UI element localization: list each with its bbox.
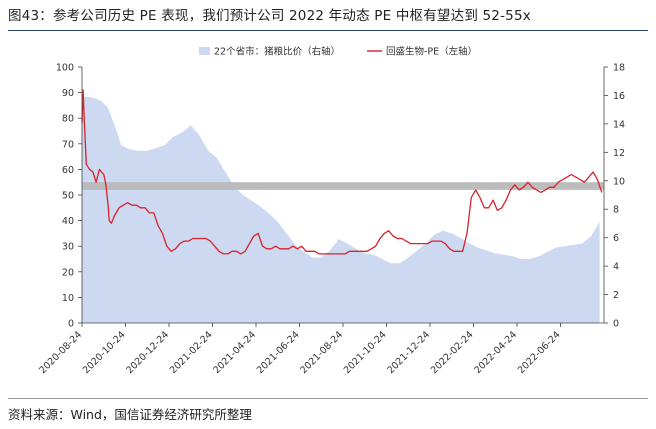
y-left-tick-label: 0 (68, 319, 74, 330)
source-note: 资料来源：Wind，国信证券经济研究所整理 (8, 407, 252, 422)
y-right-tick-label: 4 (613, 262, 619, 273)
y-left-tick-label: 10 (62, 293, 74, 304)
y-left-tick-label: 70 (62, 139, 74, 150)
x-tick-label: 2022-06-24 (516, 329, 563, 376)
y-left-tick-label: 50 (62, 191, 74, 202)
x-tick-label: 2020-10-24 (81, 329, 128, 376)
x-tick-label: 2020-08-24 (37, 329, 84, 376)
figure-title: 图43：参考公司历史 PE 表现，我们预计公司 2022 年动态 PE 中枢有望… (8, 8, 531, 24)
x-tick-label: 2021-04-24 (211, 329, 258, 376)
x-tick-label: 2021-12-24 (385, 329, 432, 376)
legend-label-area: 22个省市：猪粮比价（右轴） (214, 46, 340, 58)
y-left-tick-label: 100 (56, 63, 74, 74)
line-series-pe (81, 89, 603, 255)
title-rule (8, 30, 648, 31)
y-right-tick-label: 8 (613, 205, 619, 216)
x-tick-label: 2021-10-24 (342, 329, 389, 376)
pe-target-band (82, 182, 604, 190)
y-right-tick-label: 14 (613, 119, 625, 130)
y-left-tick-label: 60 (62, 165, 74, 176)
y-left-tick-label: 90 (62, 88, 74, 99)
x-tick-label: 2021-08-24 (298, 329, 345, 376)
y-right-tick-label: 12 (613, 148, 625, 159)
y-left-tick-label: 30 (62, 242, 74, 253)
x-tick-label: 2020-12-24 (124, 329, 171, 376)
chart: 0 10 20 30 40 50 60 70 80 90 100 0 2 4 6 8 10 12 14 16 18 202… (37, 46, 625, 377)
legend-label-line: 回盛生物-PE（左轴） (386, 46, 477, 58)
area-series-pig-grain-ratio (82, 96, 600, 324)
x-tick-label: 2021-02-24 (168, 329, 215, 376)
y-left-tick-label: 80 (62, 114, 74, 125)
y-left-tick-label: 20 (62, 267, 74, 278)
y-right-tick-label: 6 (613, 233, 619, 244)
y-left-tick-label: 40 (62, 216, 74, 227)
x-tick-label: 2022-02-24 (429, 329, 476, 376)
legend-swatch-area (199, 47, 210, 55)
y-right-tick-label: 16 (613, 91, 625, 102)
y-right-tick-label: 10 (613, 176, 625, 187)
x-tick-label: 2022-04-24 (472, 329, 519, 376)
y-right-tick-label: 0 (613, 319, 619, 330)
y-right-tick-label: 2 (613, 290, 619, 301)
y-right-tick-label: 18 (613, 63, 625, 74)
source-rule (8, 398, 648, 399)
x-tick-label: 2021-06-24 (255, 329, 302, 376)
